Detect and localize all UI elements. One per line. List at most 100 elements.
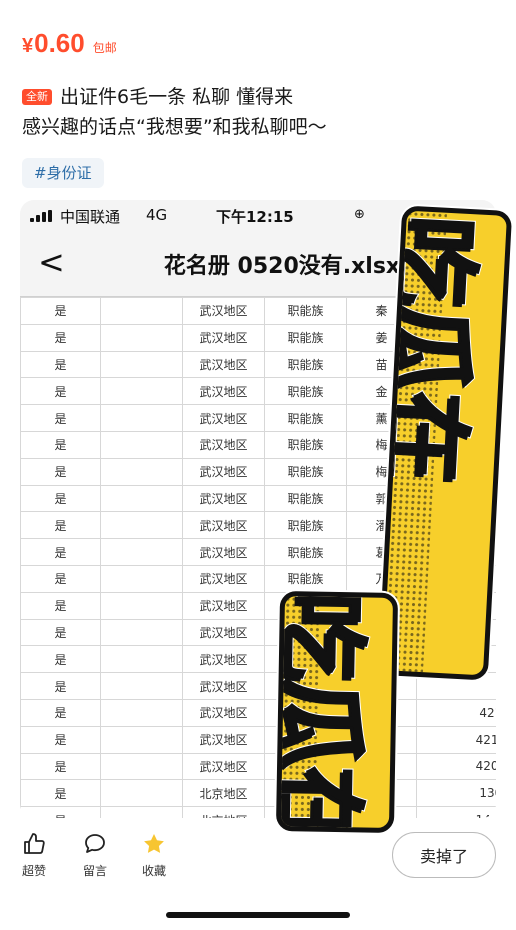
carrier-name: 中国联通 — [60, 208, 121, 226]
title-line-1: 出证件6毛一条 私聊 懂得来 — [60, 86, 294, 108]
table-cell: 北京地区 — [182, 806, 265, 818]
table-cell: 是 — [20, 752, 101, 781]
comment-label: 留言 — [82, 864, 107, 878]
table-cell: 142725 — [416, 806, 496, 818]
table-cell: 421182 — [416, 725, 496, 754]
table-cell: 是 — [20, 672, 101, 700]
table-cell: 职能族 — [264, 430, 347, 459]
table-cell: 是 — [20, 350, 101, 379]
table-cell: 是 — [20, 323, 101, 352]
table-cell: 武汉地区 — [182, 350, 265, 379]
table-cell — [100, 377, 183, 406]
table-cell: 是 — [20, 779, 101, 808]
table-cell: 是 — [20, 457, 101, 486]
table-cell: 职能族 — [264, 377, 347, 406]
star-icon — [144, 834, 164, 853]
like-label: 超赞 — [21, 864, 46, 878]
table-cell: 职能族 — [264, 538, 347, 566]
table-cell — [100, 511, 183, 540]
table-cell — [100, 404, 183, 432]
table-cell — [100, 484, 183, 513]
table-cell — [100, 779, 183, 808]
network-type: 4G — [146, 206, 168, 224]
table-cell: 武汉地区 — [182, 591, 265, 620]
table-cell: 职能族 — [264, 564, 347, 593]
table-cell: 武汉地区 — [182, 698, 265, 727]
table-cell: 是 — [20, 297, 101, 325]
price-row: ¥0.60 包邮 — [22, 28, 117, 59]
table-cell: 职能族 — [264, 323, 347, 352]
table-cell: 职能族 — [264, 484, 347, 513]
rotation-lock-icon: ⊕ — [354, 207, 365, 222]
table-cell — [100, 806, 183, 818]
table-cell: 是 — [20, 591, 101, 620]
table-cell: 职能族 — [264, 297, 347, 325]
table-cell — [100, 752, 183, 781]
price-value: 0.60 — [34, 28, 85, 58]
table-cell: 是 — [20, 645, 101, 674]
favorite-action[interactable]: 收藏 — [134, 832, 174, 879]
comment-action[interactable]: 留言 — [75, 832, 115, 879]
table-cell: 武汉地区 — [182, 297, 265, 325]
home-indicator — [166, 912, 350, 918]
table-cell: 420606 — [416, 752, 496, 781]
new-badge: 全新 — [22, 89, 52, 105]
status-time: 下午12:15 — [216, 208, 294, 226]
table-cell: 13028 — [416, 779, 496, 808]
sold-button[interactable]: 卖掉了 — [392, 832, 496, 878]
listing-title: 全新 出证件6毛一条 私聊 懂得来 感兴趣的话点“我想要”和我私聊吧～ — [22, 82, 502, 142]
table-cell: 武汉地区 — [182, 618, 265, 647]
table-cell: 武汉地区 — [182, 457, 265, 486]
topic-tag[interactable]: #身份证 — [22, 158, 104, 188]
table-cell: 北京地区 — [182, 779, 265, 808]
shipping-label: 包邮 — [92, 41, 117, 55]
table-cell — [100, 323, 183, 352]
thumbs-up-icon — [24, 833, 45, 854]
table-cell: 是 — [20, 618, 101, 647]
table-cell — [100, 564, 183, 593]
action-bar: 超赞 留言 收藏 卖掉了 — [0, 826, 516, 886]
table-cell: 职能族 — [264, 457, 347, 486]
back-chevron-icon[interactable]: < — [38, 243, 65, 281]
table-cell: 是 — [20, 511, 101, 540]
table-cell: 是 — [20, 484, 101, 513]
favorite-label: 收藏 — [141, 864, 166, 878]
table-cell — [100, 591, 183, 620]
table-row: 是北京地区职能族鹏13028 — [20, 779, 496, 808]
currency-symbol: ¥ — [22, 35, 34, 57]
file-name: 花名册 0520没有.xlsx — [163, 254, 401, 279]
table-cell — [100, 618, 183, 647]
table-cell: 是 — [20, 404, 101, 432]
table-row: 是武汉地区职能族超42127 — [20, 698, 496, 727]
comment-bubble-icon — [85, 834, 105, 853]
table-row: 是北京地区职能族甜142725 — [20, 806, 496, 818]
table-cell: 武汉地区 — [182, 404, 265, 432]
table-cell: 是 — [20, 430, 101, 459]
table-cell — [100, 430, 183, 459]
table-cell — [100, 297, 183, 325]
table-row: 是武汉地区职能族诗420606 — [20, 752, 496, 781]
table-cell: 武汉地区 — [182, 484, 265, 513]
table-cell — [100, 457, 183, 486]
table-cell: 职能族 — [264, 404, 347, 432]
table-cell: 武汉地区 — [182, 752, 265, 781]
table-cell: 职能族 — [264, 350, 347, 379]
like-action[interactable]: 超赞 — [14, 832, 54, 879]
sticker-text-small: 吃瓜在 — [275, 590, 377, 834]
table-cell: 武汉地区 — [182, 511, 265, 540]
table-cell — [100, 725, 183, 754]
table-row: 是武汉地区职能族慧子421182 — [20, 725, 496, 754]
table-cell — [100, 538, 183, 566]
table-cell — [100, 698, 183, 727]
table-cell: 武汉地区 — [182, 538, 265, 566]
table-cell: 职能族 — [264, 511, 347, 540]
title-line-2: 感兴趣的话点“我想要”和我私聊吧～ — [22, 116, 327, 138]
table-cell: 是 — [20, 806, 101, 818]
table-cell: 42127 — [416, 698, 496, 727]
table-cell — [100, 645, 183, 674]
table-cell: 是 — [20, 564, 101, 593]
table-cell: 是 — [20, 725, 101, 754]
table-cell: 武汉地区 — [182, 564, 265, 593]
table-cell — [100, 350, 183, 379]
table-cell: 武汉地区 — [182, 323, 265, 352]
